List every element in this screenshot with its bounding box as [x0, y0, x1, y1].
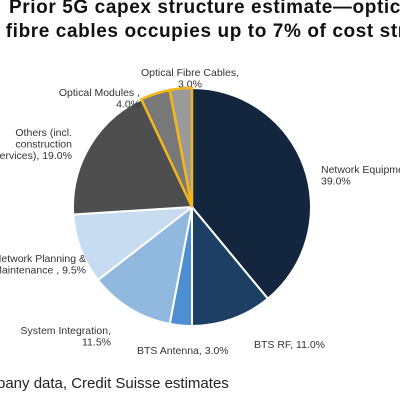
slice-label-line: Network Planning &: [0, 253, 86, 265]
slice-label-bts-rf: BTS RF, 11.0%: [254, 339, 325, 351]
slice-label-line: Network Equipmen: [321, 164, 400, 176]
slice-label-line: Optical Fibre Cables,: [141, 67, 239, 79]
slice-label-line: System Integration,: [21, 325, 111, 337]
chart-title-line-2: l fibre cables occupies up to 7% of cost…: [0, 21, 400, 42]
slice-label-line: Optical Modules ,: [59, 87, 140, 99]
slice-label-line: Others (incl.: [15, 127, 72, 139]
pie-slice-system-integration: [96, 206, 193, 325]
slice-label-network-equipment: Network Equipmen39.0%: [321, 164, 400, 188]
slice-label-line: 11.5%: [82, 337, 111, 349]
pie-slice-bts-rf: [191, 206, 269, 327]
slice-label-line: BTS RF, 11.0%: [254, 339, 325, 351]
slice-label-line: construction: [15, 139, 72, 151]
slice-label-system-integration: System Integration, 11.5%: [21, 325, 111, 349]
slice-label-line: Maintenance , 9.5%: [0, 265, 86, 277]
slice-label-bts-antenna: BTS Antenna, 3.0%: [137, 345, 229, 357]
source-note: pany data, Credit Suisse estimates: [0, 375, 229, 392]
slice-label-line: 4.0%: [116, 99, 140, 111]
slice-label-line: 39.0%: [321, 176, 351, 188]
chart-title-line-1: Prior 5G capex structure estimate—optica…: [9, 0, 400, 18]
pie-slice-network-equipment: [191, 87, 312, 300]
highlight-outline: [168, 86, 194, 208]
pie-slice-others: [72, 98, 193, 216]
slice-label-line: services), 19.0%: [0, 150, 72, 162]
slice-label-network-planning: Network Planning & Maintenance , 9.5%: [0, 253, 86, 277]
slice-label-others: Others (incl. construction services), 19.0…: [0, 127, 72, 162]
slice-label-optical-modules: Optical Modules , 4.0%: [59, 87, 140, 111]
slice-label-line: BTS Antenna, 3.0%: [137, 345, 229, 357]
